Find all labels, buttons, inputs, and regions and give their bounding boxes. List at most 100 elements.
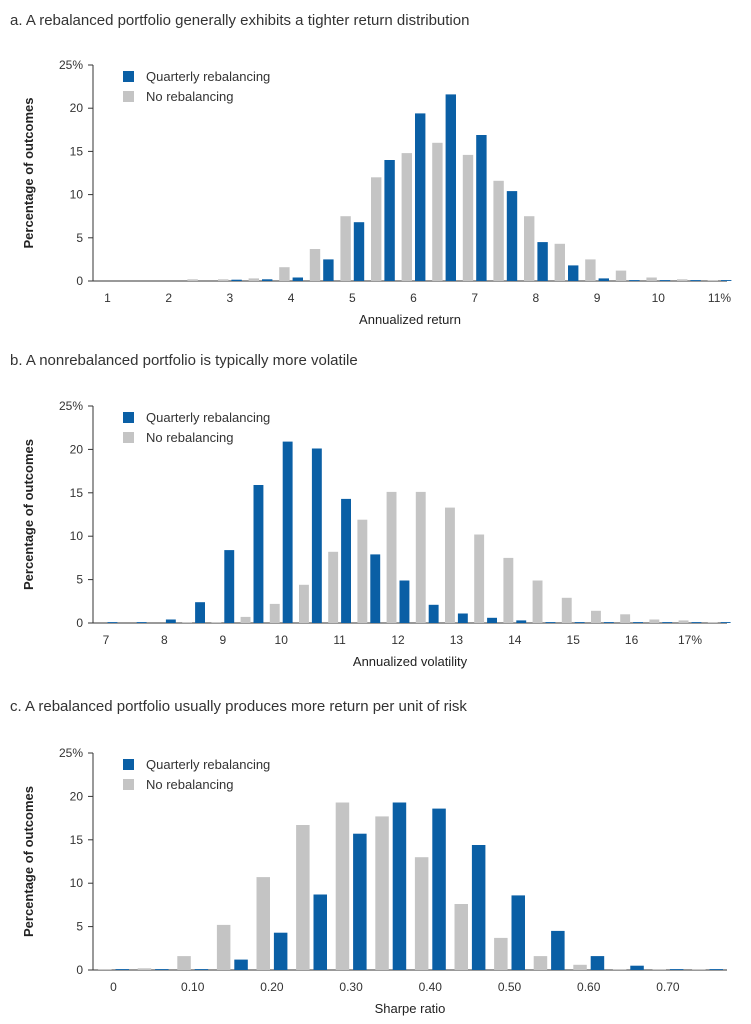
legend-label: No rebalancing (146, 777, 233, 792)
x-tick-label: 0.70 (656, 980, 680, 994)
x-tick-label: 3 (227, 291, 234, 305)
bar-no-rebalancing (532, 580, 543, 623)
legend-label: Quarterly rebalancing (146, 410, 270, 425)
bar-no-rebalancing (218, 279, 229, 281)
bar-no-rebalancing (615, 270, 627, 281)
chart-svg: 0 5 10 15 20 25% 7 8 9 10 11 12 13 14 15 16 17% Annualize… (21, 399, 731, 669)
chart-title: b. A nonrebalanced portfolio is typicall… (10, 352, 358, 369)
x-tick-label: 11 (333, 633, 346, 647)
chart-panel-a: a. A rebalanced portfolio generally exhi… (0, 12, 751, 330)
x-tick-label: 0.20 (260, 980, 284, 994)
y-tick-label: 20 (70, 442, 84, 456)
chart-panel-c: c. A rebalanced portfolio usually produc… (0, 698, 751, 1024)
x-tick-label: 11% (708, 291, 731, 305)
bar-no-rebalancing (707, 280, 718, 281)
legend-label: No rebalancing (146, 89, 233, 104)
bar-no-rebalancing (279, 267, 290, 281)
x-tick-label: 8 (161, 633, 168, 647)
y-tick-label: 20 (70, 101, 84, 115)
bar-quarterly-rebalancing (353, 833, 367, 970)
bar-quarterly-rebalancing (574, 622, 585, 623)
bar-quarterly-rebalancing (476, 135, 487, 281)
bar-quarterly-rebalancing (537, 242, 548, 281)
bar-no-rebalancing (591, 610, 601, 623)
legend-label: No rebalancing (146, 430, 233, 445)
bar-no-rebalancing (646, 277, 657, 281)
x-tick-label: 8 (533, 291, 540, 305)
bar-no-rebalancing (182, 622, 193, 623)
bar-quarterly-rebalancing (136, 622, 147, 623)
x-tick-label: 7 (471, 291, 478, 305)
x-tick-label: 7 (103, 633, 110, 647)
bar-no-rebalancing (573, 964, 587, 970)
bar-quarterly-rebalancing (155, 969, 169, 970)
bar-quarterly-rebalancing (630, 965, 644, 970)
bar-quarterly-rebalancing (415, 113, 426, 282)
x-tick-label: 5 (349, 291, 356, 305)
x-tick-label: 0.10 (181, 980, 205, 994)
bar-no-rebalancing (678, 620, 689, 623)
legend-label: Quarterly rebalancing (146, 69, 270, 84)
x-tick-label: 16 (625, 633, 639, 647)
x-tick-label: 6 (410, 291, 417, 305)
x-tick-label: 13 (450, 633, 464, 647)
legend-swatch (123, 779, 134, 790)
bar-quarterly-rebalancing (691, 622, 702, 623)
bar-quarterly-rebalancing (662, 622, 673, 623)
y-tick-label: 0 (76, 963, 83, 977)
legend-swatch (123, 412, 134, 423)
y-tick-label: 25% (59, 58, 83, 72)
bar-no-rebalancing (386, 491, 397, 623)
bar-quarterly-rebalancing (445, 94, 456, 282)
bar-quarterly-rebalancing (195, 602, 205, 623)
bar-no-rebalancing (248, 278, 259, 281)
bar-no-rebalancing (462, 154, 474, 281)
bar-no-rebalancing (240, 616, 251, 623)
bar-no-rebalancing (296, 825, 310, 970)
x-tick-label: 0.60 (577, 980, 601, 994)
bar-no-rebalancing (357, 519, 368, 623)
x-tick-label: 0.50 (498, 980, 522, 994)
x-axis-label: Sharpe ratio (375, 1001, 446, 1016)
x-tick-label: 10 (275, 633, 289, 647)
bar-no-rebalancing (561, 597, 572, 623)
bar-no-rebalancing (211, 622, 222, 623)
legend-swatch (123, 71, 134, 82)
bar-quarterly-rebalancing (231, 279, 242, 281)
bar-quarterly-rebalancing (165, 619, 176, 623)
bar-quarterly-rebalancing (115, 969, 129, 970)
bar-no-rebalancing (493, 180, 504, 281)
bar-quarterly-rebalancing (341, 498, 351, 623)
bar-quarterly-rebalancing (669, 969, 684, 970)
x-tick-label: 4 (288, 291, 295, 305)
y-tick-label: 0 (76, 616, 83, 630)
x-tick-label: 10 (652, 291, 666, 305)
y-tick-label: 0 (76, 274, 83, 288)
x-tick-label: 0.30 (339, 980, 363, 994)
bar-quarterly-rebalancing (551, 930, 565, 970)
bar-no-rebalancing (554, 243, 565, 281)
x-tick-label: 9 (219, 633, 226, 647)
y-tick-label: 10 (70, 188, 84, 202)
bar-quarterly-rebalancing (313, 894, 327, 970)
chart-title: c. A rebalanced portfolio usually produc… (10, 698, 467, 715)
bar-no-rebalancing (309, 249, 321, 281)
bar-quarterly-rebalancing (545, 622, 556, 623)
bar-quarterly-rebalancing (590, 956, 605, 970)
bar-no-rebalancing (256, 877, 270, 970)
x-tick-label: 2 (165, 291, 172, 305)
bar-quarterly-rebalancing (399, 580, 410, 623)
bar-quarterly-rebalancing (262, 279, 273, 281)
bar-quarterly-rebalancing (428, 604, 439, 623)
bar-quarterly-rebalancing (633, 622, 643, 623)
y-tick-label: 15 (70, 486, 84, 500)
chart-svg: 0 5 10 15 20 25% 1 2 3 4 5 6 7 8 9 10 11% Annualized retu… (21, 58, 732, 327)
bar-no-rebalancing (533, 956, 548, 970)
bar-no-rebalancing (328, 551, 339, 623)
bar-quarterly-rebalancing (311, 448, 322, 623)
bar-no-rebalancing (524, 216, 535, 281)
y-tick-label: 20 (70, 789, 84, 803)
bar-quarterly-rebalancing (234, 959, 248, 970)
bar-quarterly-rebalancing (253, 485, 264, 623)
bar-quarterly-rebalancing (511, 895, 525, 970)
